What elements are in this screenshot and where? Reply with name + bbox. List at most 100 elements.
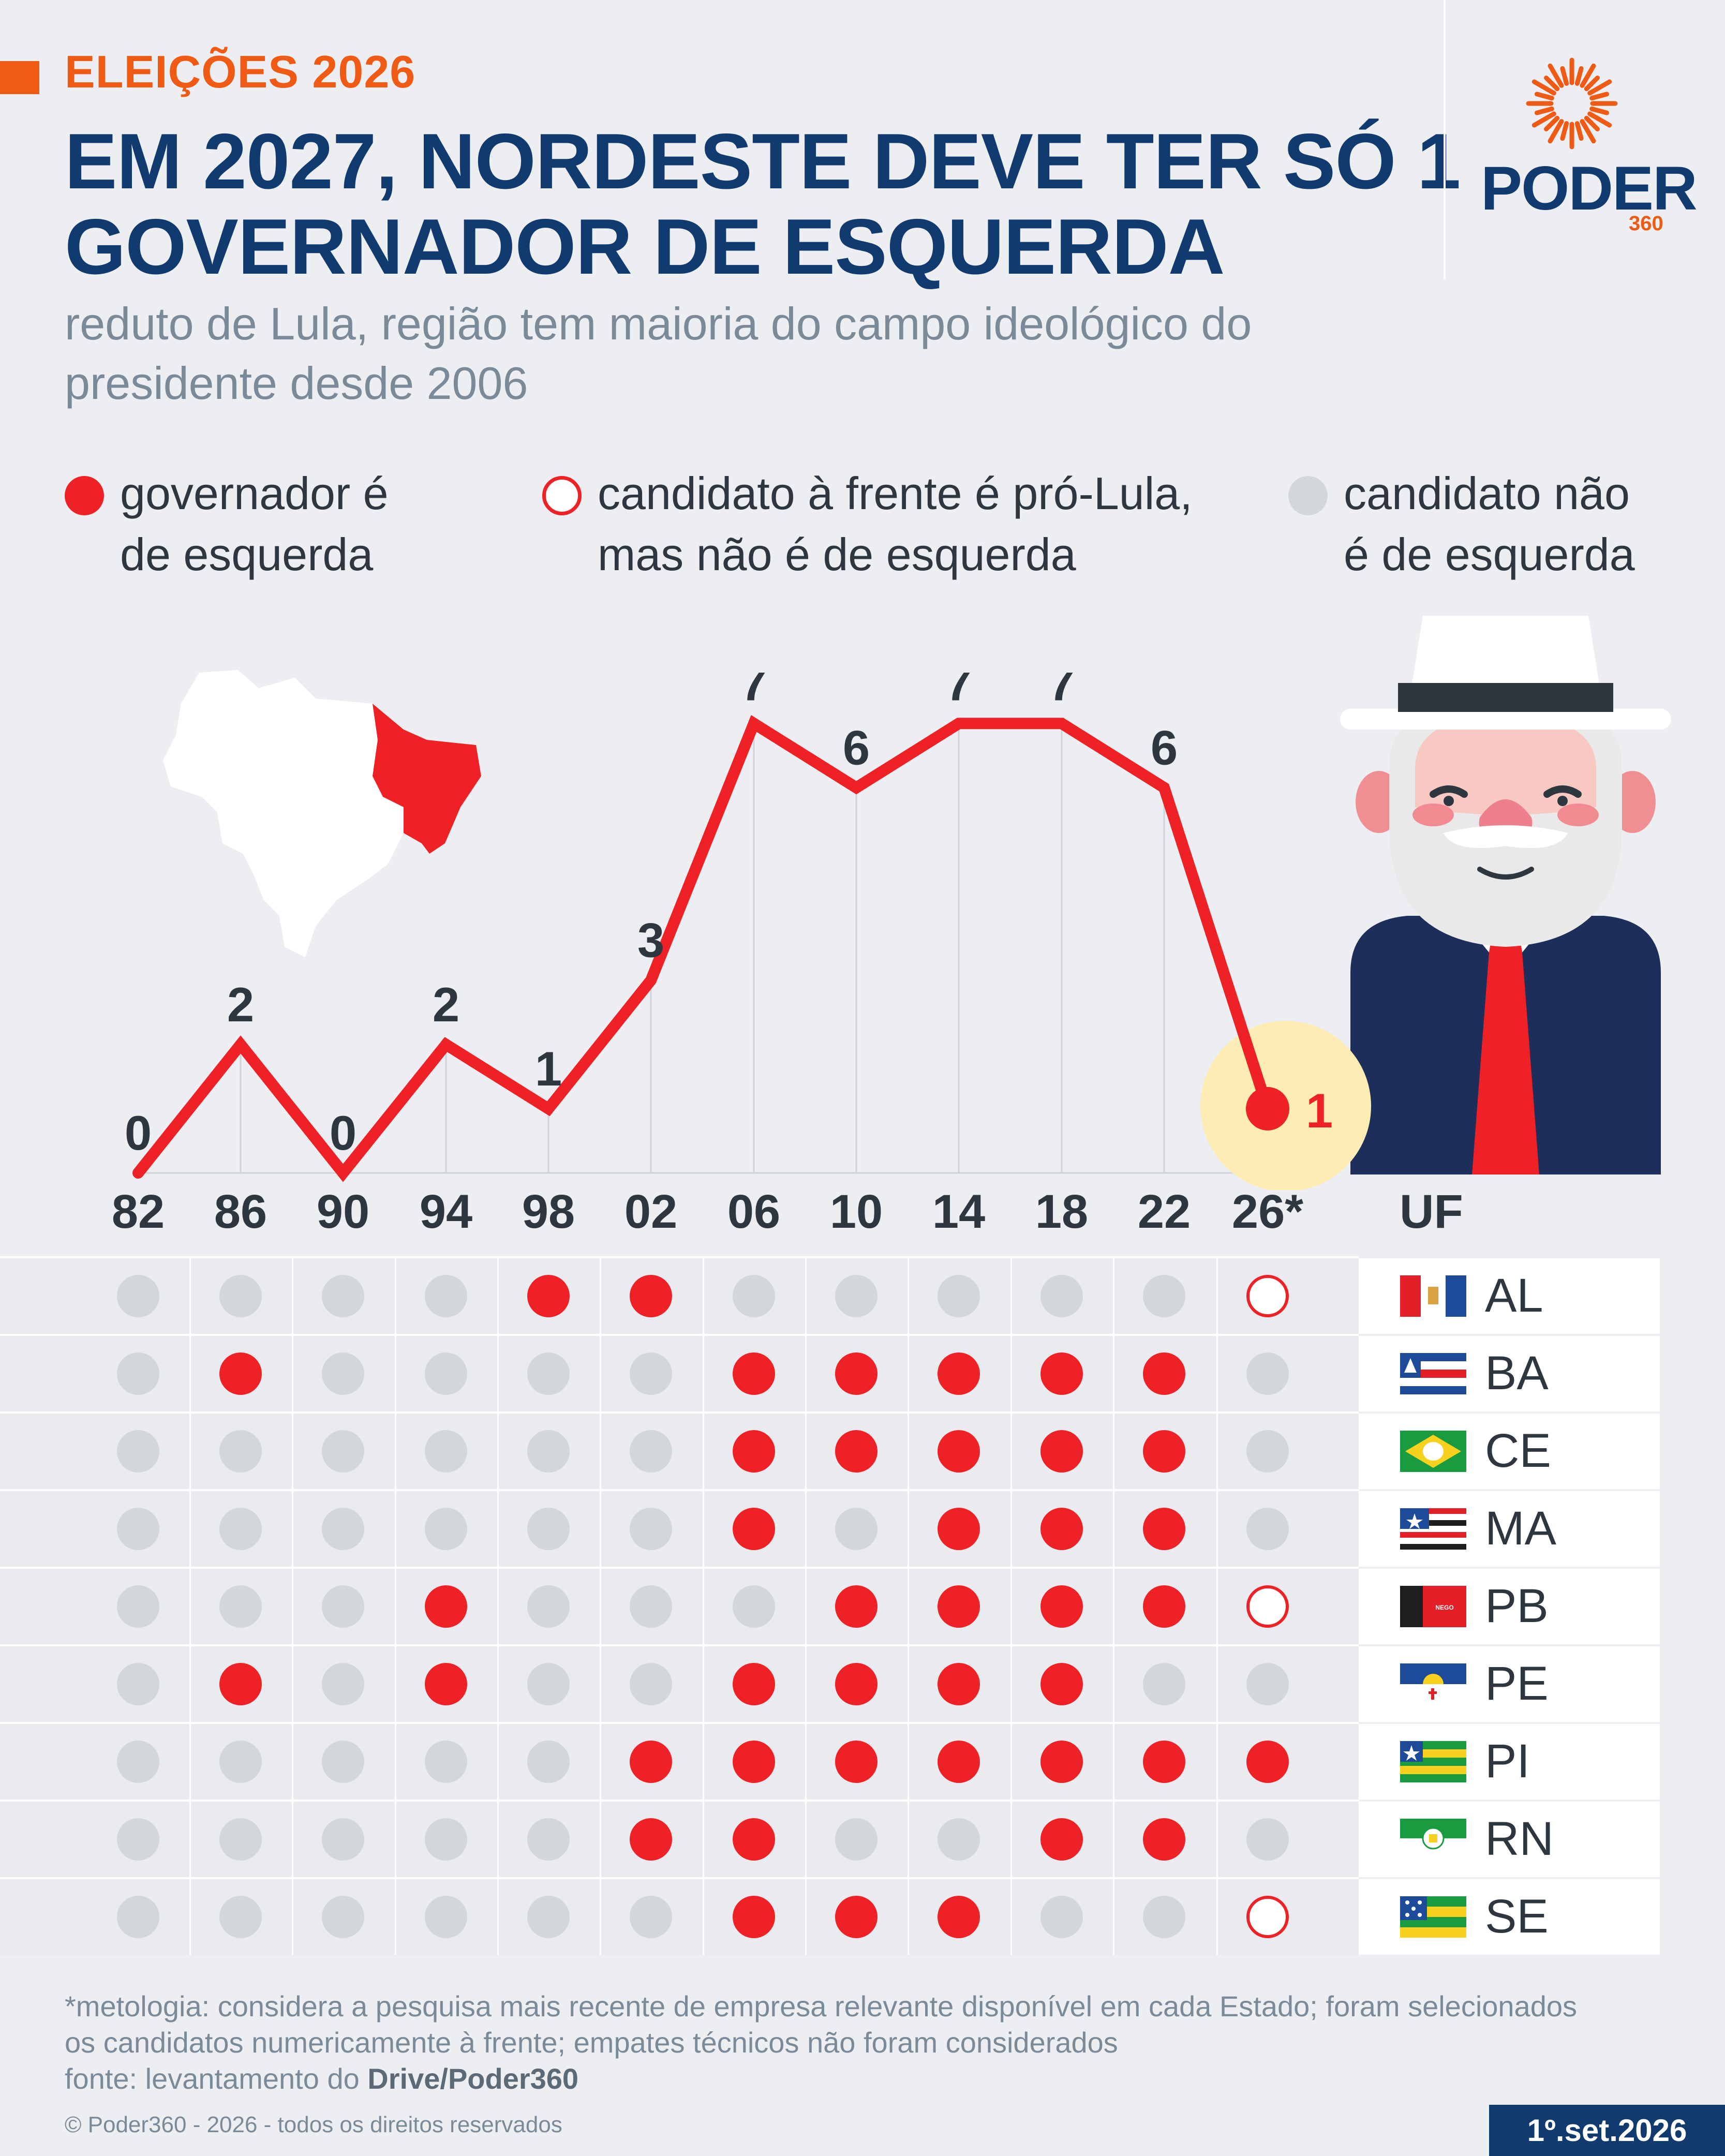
title-line-1: EM 2027, NORDESTE DEVE TER SÓ 1 (65, 117, 1461, 205)
left-governor-dot (835, 1352, 878, 1395)
not-left-dot (527, 1663, 570, 1705)
cell-divider (1216, 1258, 1218, 1334)
left-governor-dot (733, 1663, 775, 1705)
x-tick-label: 14 (932, 1185, 986, 1238)
not-left-dot (1246, 1430, 1289, 1473)
x-tick-label: 02 (624, 1185, 678, 1238)
not-left-dot (425, 1818, 467, 1861)
cell-divider (497, 1646, 499, 1722)
left-governor-dot (1040, 1741, 1083, 1783)
not-left-dot (117, 1352, 159, 1395)
not-left-dot (425, 1741, 467, 1783)
cell-divider (189, 1336, 191, 1411)
left-governor-dot (1143, 1818, 1185, 1861)
series-line (132, 715, 1273, 1182)
pro-lula-dot (1246, 1275, 1289, 1317)
lula-illustration-icon (1340, 616, 1671, 1174)
data-label: 7 (740, 673, 767, 710)
sun-ray (1580, 119, 1596, 144)
not-left-dot (1246, 1818, 1289, 1861)
data-label: 2 (227, 977, 254, 1032)
cell-divider (1010, 1879, 1012, 1955)
cell-divider (703, 1724, 704, 1800)
uf-label: RN (1485, 1812, 1554, 1865)
flag-se-icon (1400, 1896, 1466, 1938)
source-note: fonte: levantamento do Drive/Poder360 (65, 2062, 579, 2095)
not-left-dot (322, 1818, 364, 1861)
cell-divider (1216, 1879, 1218, 1955)
cell-divider (189, 1879, 191, 1955)
cell-divider (1010, 1724, 1012, 1800)
cell-divider (600, 1336, 601, 1411)
not-left-dot (630, 1663, 672, 1705)
not-left-dot (630, 1430, 672, 1473)
uf-cell: RN (1359, 1802, 1660, 1877)
sun-ray (1531, 111, 1556, 128)
sun-ray (1589, 106, 1610, 115)
x-tick-label: 90 (316, 1185, 370, 1238)
cell-divider (1113, 1646, 1114, 1722)
cell-divider (1010, 1336, 1012, 1411)
uf-cell: AL (1359, 1258, 1660, 1334)
cell-divider (1113, 1414, 1114, 1489)
cell-divider (1113, 1258, 1114, 1334)
not-left-dot (1246, 1508, 1289, 1550)
not-left-dot (1246, 1663, 1289, 1705)
sun-ray (1574, 66, 1584, 86)
row-divider (0, 1256, 1359, 1258)
uf-label: AL (1485, 1269, 1543, 1322)
not-left-dot (219, 1741, 262, 1783)
cell-divider (395, 1414, 396, 1489)
cell-divider (497, 1491, 499, 1567)
kicker-marker (0, 61, 39, 94)
not-left-dot (1040, 1896, 1083, 1938)
uf-label: SE (1485, 1890, 1549, 1943)
not-left-dot (322, 1741, 364, 1783)
cell-divider (908, 1491, 909, 1567)
flag-rn-icon (1400, 1819, 1466, 1860)
cell-divider (189, 1724, 191, 1800)
left-governor-dot (1143, 1352, 1185, 1395)
cell-divider (292, 1646, 293, 1722)
sun-ray (1544, 115, 1560, 131)
not-left-dot (425, 1352, 467, 1395)
cell-divider (1216, 1802, 1218, 1877)
sun-ray (1560, 66, 1569, 86)
row-divider (0, 1800, 1359, 1802)
not-left-dot (1143, 1275, 1185, 1317)
poder360-sun-icon (1526, 57, 1618, 150)
uf-label: CE (1485, 1424, 1551, 1477)
not-left-dot (527, 1352, 570, 1395)
cell-divider (292, 1879, 293, 1955)
not-left-dot (425, 1896, 467, 1938)
left-governor-dot (1040, 1663, 1083, 1705)
left-governor-dot (835, 1741, 878, 1783)
cell-divider (189, 1491, 191, 1567)
cell-divider (1216, 1569, 1218, 1644)
cell-divider (600, 1724, 601, 1800)
not-left-dot (322, 1585, 364, 1628)
flag-pb-icon: NEGO (1400, 1586, 1466, 1627)
data-label: 0 (125, 1106, 152, 1160)
cell-divider (805, 1879, 807, 1955)
cell-divider (497, 1414, 499, 1489)
cell-divider (292, 1258, 293, 1334)
cell-divider (292, 1336, 293, 1411)
left-governor-dot (425, 1585, 467, 1628)
uf-cell: CE (1359, 1414, 1660, 1489)
cell-divider (1010, 1646, 1012, 1722)
left-governor-dot (630, 1818, 672, 1861)
last-point (1246, 1087, 1289, 1131)
not-left-dot (322, 1896, 364, 1938)
left-governor-dot (630, 1275, 672, 1317)
cell-divider (600, 1802, 601, 1877)
cell-divider (1113, 1491, 1114, 1567)
svg-text:NEGO: NEGO (1435, 1604, 1453, 1611)
left-governor-dot (938, 1663, 980, 1705)
left-governor-dot (527, 1275, 570, 1317)
legend-left: governador é de esquerda (120, 468, 389, 580)
legend-not-left: candidato não é de esquerda (1344, 468, 1635, 580)
not-left-dot (117, 1430, 159, 1473)
cell-divider (703, 1646, 704, 1722)
sun-ray (1560, 121, 1569, 141)
